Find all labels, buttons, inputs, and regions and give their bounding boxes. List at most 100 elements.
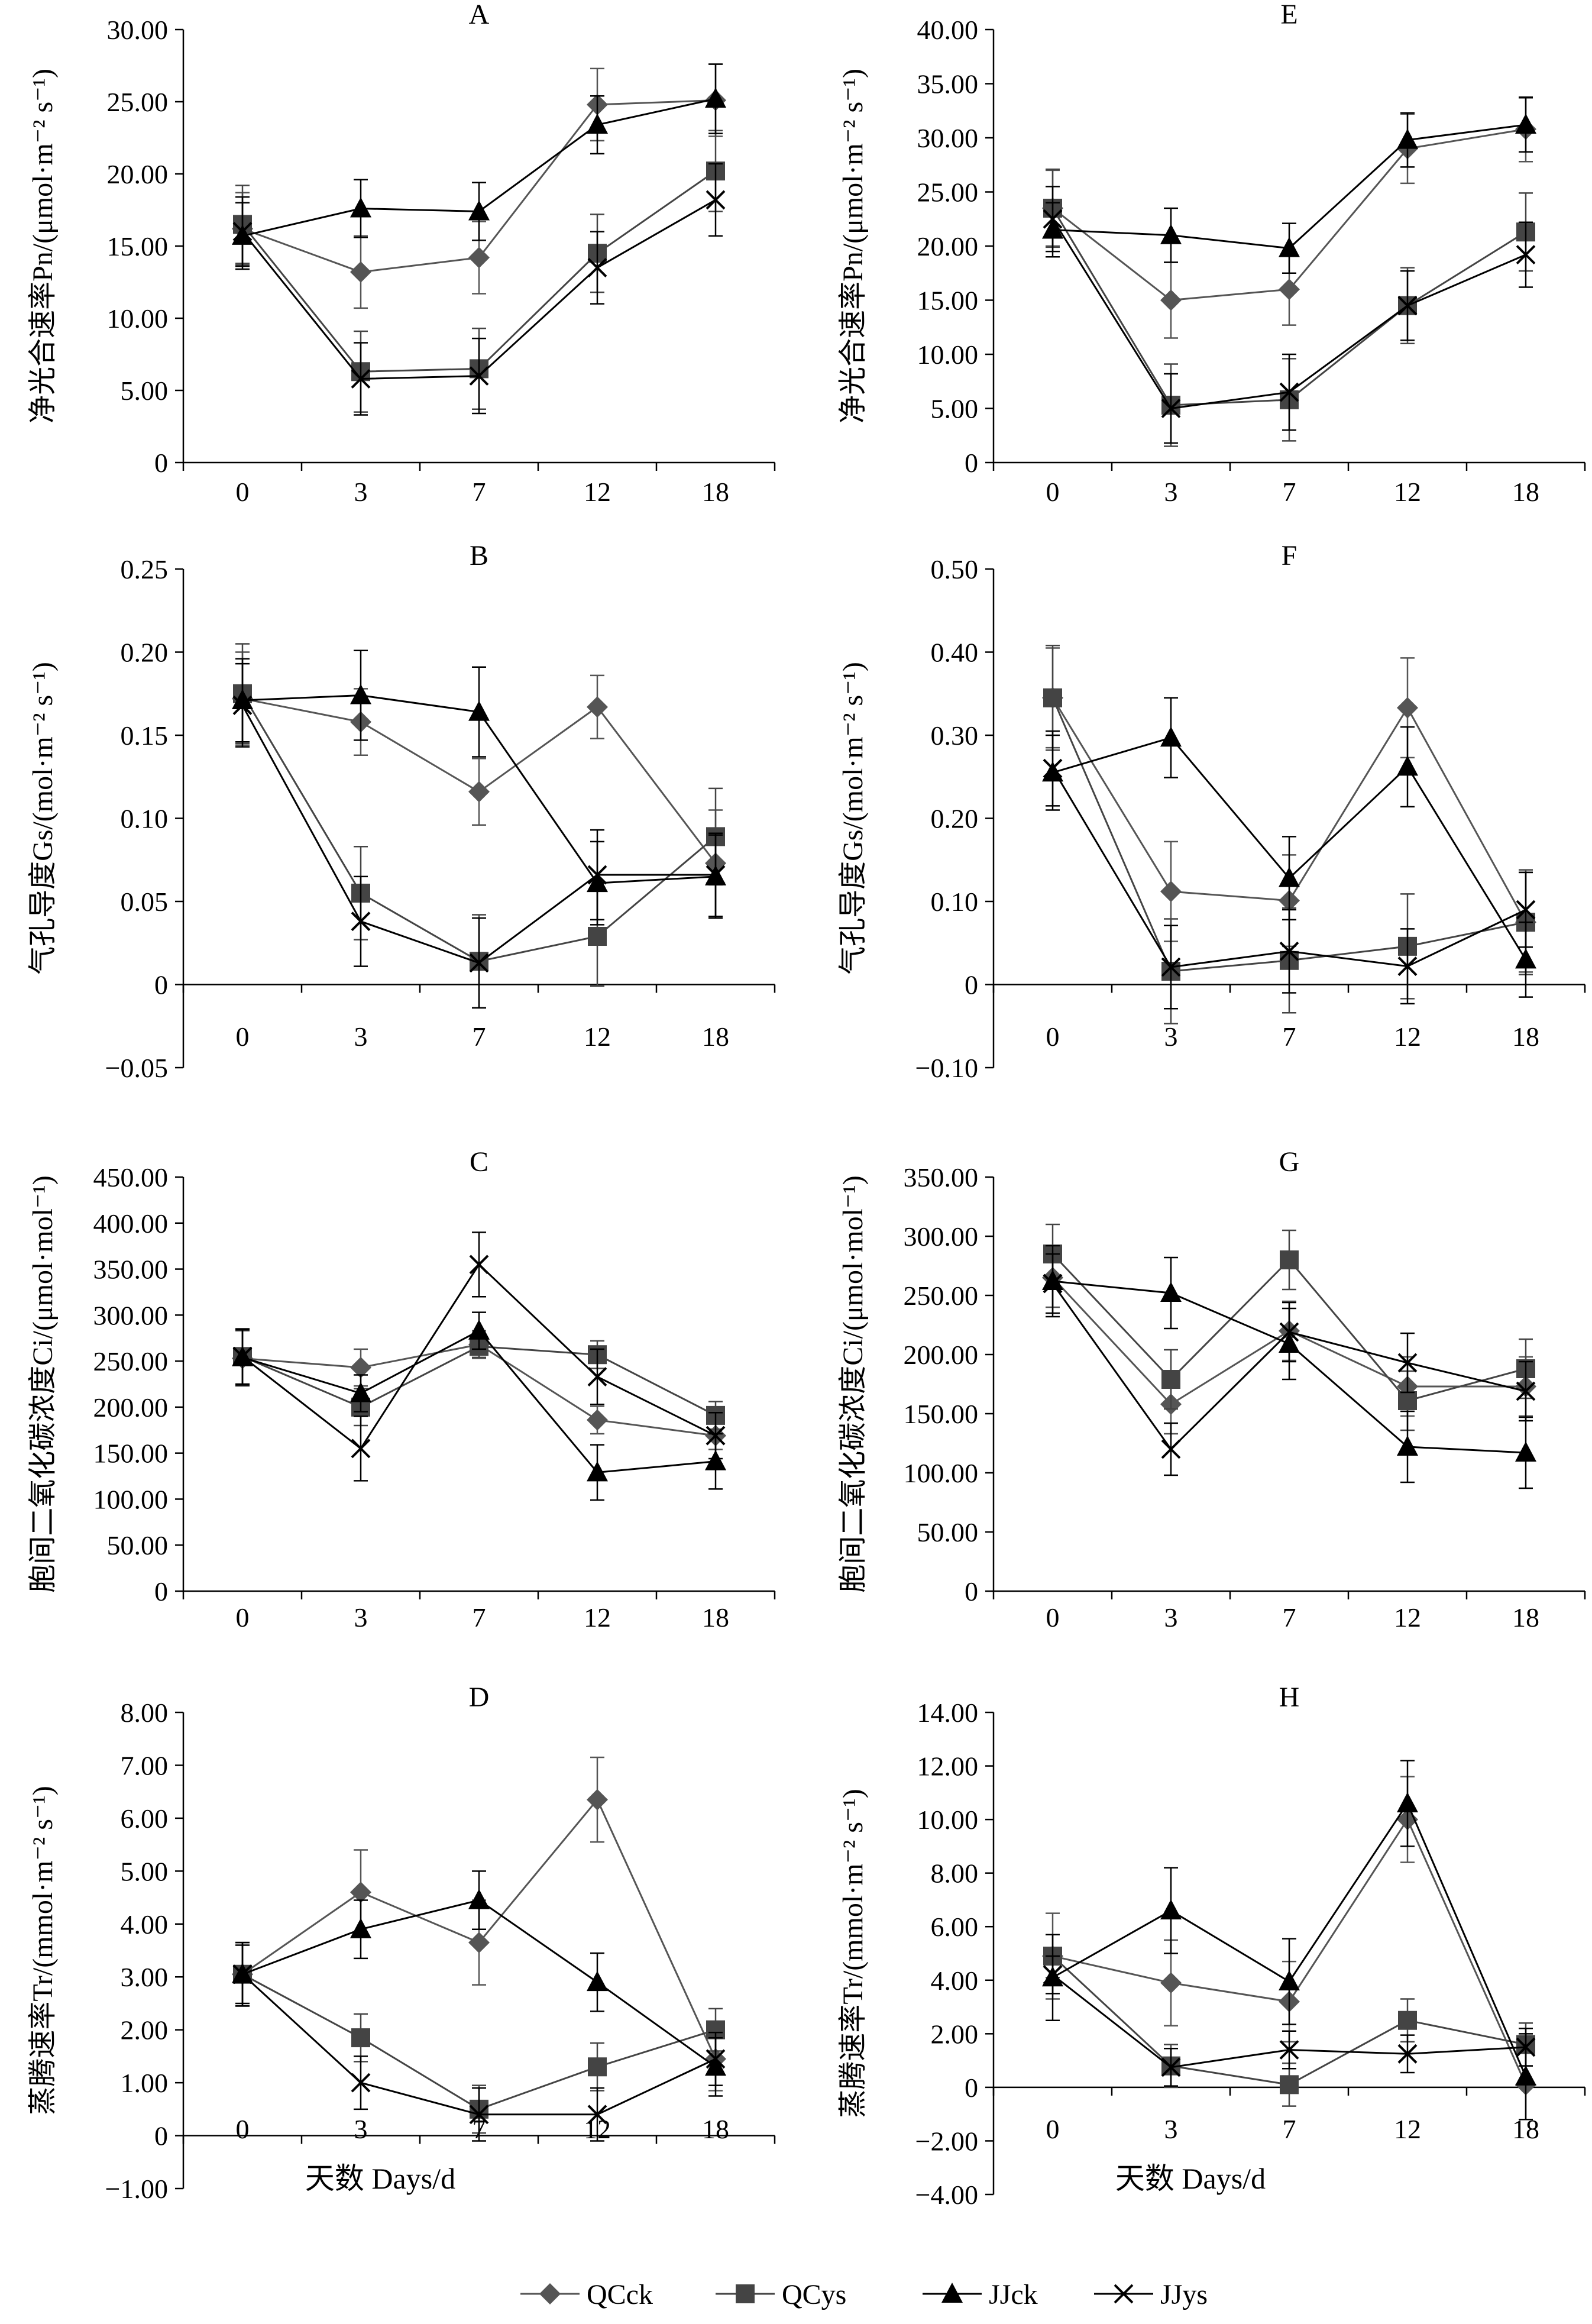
data-point — [1516, 245, 1536, 265]
data-point-stroke — [1397, 1353, 1418, 1373]
panel-letter: A — [469, 0, 490, 30]
x-tick-label: 18 — [1512, 1602, 1539, 1633]
y-tick-label: 100.00 — [904, 1458, 979, 1488]
x-tick-label: 12 — [1394, 1022, 1421, 1052]
y-tick-label: 0 — [154, 1576, 168, 1607]
data-point — [468, 700, 490, 721]
data-point — [1515, 948, 1536, 969]
y-tick-label: 350.00 — [904, 1162, 979, 1192]
y-tick-label: 0.20 — [931, 804, 979, 834]
data-point-stroke — [469, 2105, 489, 2125]
data-point — [351, 1439, 371, 1459]
data-point — [1397, 956, 1418, 977]
panel-g: 0 50.00 100.00 150.00 200.00 250.00 300.00 350.… — [837, 1146, 1586, 1633]
series-jjys — [232, 163, 726, 416]
data-point — [1161, 399, 1181, 418]
data-point — [1279, 382, 1299, 402]
y-tick-label: 25.00 — [917, 177, 979, 208]
x-tick-label: 3 — [1164, 1022, 1178, 1052]
data-point — [1160, 881, 1182, 903]
data-point-stroke — [1043, 758, 1063, 778]
data-point — [232, 696, 253, 715]
data-point — [1397, 1792, 1418, 1812]
y-tick-label: 1.00 — [121, 2068, 169, 2098]
data-point — [587, 865, 607, 885]
y-tick-label: 250.00 — [904, 1281, 979, 1311]
y-tick-label: 25.00 — [107, 87, 169, 117]
data-point-stroke — [1397, 956, 1418, 977]
data-point-stroke — [706, 190, 726, 210]
y-tick-label: 5.00 — [121, 376, 169, 406]
data-point — [587, 696, 608, 718]
y-tick-label: 6.00 — [121, 1803, 169, 1834]
data-point — [1160, 1899, 1182, 1920]
x-tick-label: 12 — [1394, 2114, 1421, 2144]
data-point — [232, 1964, 253, 1984]
y-tick-label: 40.00 — [917, 15, 979, 45]
y-tick-label: 0 — [154, 448, 168, 478]
data-point — [1397, 2044, 1418, 2064]
data-point — [350, 1918, 371, 1938]
legend-item-qcys: QCys — [716, 2279, 846, 2310]
x-tick-label: 3 — [354, 1022, 368, 1052]
data-point — [1279, 279, 1300, 300]
y-axis-label: 气孔导度Gs/(mol·m⁻² s⁻¹) — [27, 662, 59, 975]
data-point — [1280, 2075, 1299, 2094]
data-point-stroke — [1043, 1273, 1063, 1294]
panel-d: −1.00 0 1.00 2.00 3.00 4.00 5.00 6.00 7.00 8.00 0 3… — [27, 1682, 776, 2204]
data-point — [1160, 1282, 1182, 1302]
data-point-stroke — [1279, 941, 1299, 961]
legend-item-jjys: JJys — [1094, 2279, 1208, 2310]
data-point — [706, 865, 726, 885]
data-point — [350, 1382, 371, 1402]
panel-b: −0.05 0 0.05 0.10 0.15 0.20 0.25 0 3 7 12 18 B 气孔导度Gs… — [27, 540, 776, 1083]
y-tick-label: 0.10 — [931, 887, 979, 917]
y-tick-label: 200.00 — [904, 1340, 979, 1370]
x-tick-label: 18 — [1512, 477, 1539, 507]
x-tick-label: 3 — [354, 1602, 368, 1633]
x-tick-label: 18 — [702, 1602, 729, 1633]
data-point-stroke — [587, 258, 607, 278]
y-tick-label: −0.10 — [915, 1053, 978, 1083]
data-point — [1161, 1370, 1180, 1389]
data-point — [350, 1357, 371, 1378]
legend-marker — [1114, 2284, 1134, 2304]
data-point — [232, 1346, 253, 1366]
data-point — [1160, 726, 1182, 747]
data-point — [1160, 224, 1182, 244]
data-point — [1397, 128, 1418, 149]
y-tick-label: 7.00 — [121, 1750, 169, 1780]
data-point — [1398, 2011, 1417, 2030]
y-tick-label: −0.05 — [105, 1053, 168, 1083]
data-point — [350, 261, 371, 283]
data-point — [1280, 1250, 1299, 1269]
legend: QCck QCys JJck JJys — [520, 2279, 1208, 2310]
y-axis-label: 净光合速率Pn/(μmol·m⁻² s⁻¹) — [837, 69, 869, 424]
data-point — [469, 1255, 489, 1275]
data-point — [1161, 1439, 1181, 1459]
data-point-stroke — [706, 865, 726, 885]
x-tick-label: 0 — [1046, 1602, 1060, 1633]
data-point-stroke — [469, 366, 489, 386]
y-tick-label: 10.00 — [107, 303, 169, 334]
data-point — [706, 1426, 726, 1446]
y-tick-label: 15.00 — [107, 231, 169, 261]
data-point — [1515, 2065, 1536, 2086]
y-tick-label: 5.00 — [931, 394, 979, 424]
data-point — [587, 114, 608, 134]
data-point — [1397, 697, 1418, 719]
data-point — [468, 247, 490, 269]
panel-letter: C — [470, 1146, 488, 1178]
data-point — [588, 2057, 607, 2077]
y-tick-label: 350.00 — [93, 1255, 169, 1285]
legend-item-jjck: JJck — [923, 2279, 1038, 2310]
data-point — [587, 2105, 607, 2125]
y-tick-label: 6.00 — [931, 1912, 979, 1942]
legend-item-qcck: QCck — [520, 2279, 653, 2310]
data-point — [1516, 2037, 1536, 2057]
data-point — [705, 88, 726, 108]
data-point-stroke — [232, 696, 253, 715]
y-tick-label: 2.00 — [121, 2015, 169, 2045]
legend-marker-stroke — [1114, 2284, 1134, 2304]
y-tick-label: 0 — [965, 1576, 978, 1607]
